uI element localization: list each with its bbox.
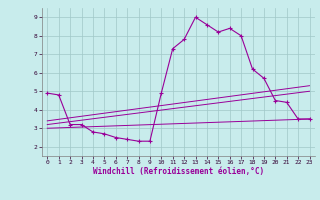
X-axis label: Windchill (Refroidissement éolien,°C): Windchill (Refroidissement éolien,°C) [93, 167, 264, 176]
